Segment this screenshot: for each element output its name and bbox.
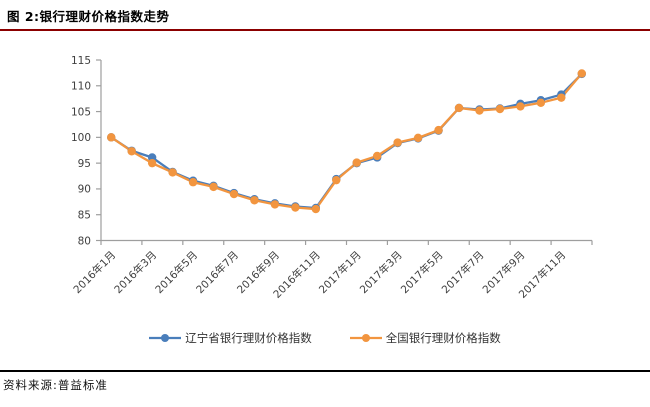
- figure-title: 图 2:银行理财价格指数走势: [7, 9, 170, 24]
- svg-text:2017年7月: 2017年7月: [439, 248, 487, 296]
- legend-label-national: 全国银行理财价格指数: [385, 331, 501, 345]
- legend-marker-national: [349, 334, 382, 342]
- legend-entry-liaoning[interactable]: 辽宁省银行理财价格指数: [149, 330, 312, 346]
- svg-text:115: 115: [71, 55, 91, 67]
- series-line-0: [110, 72, 583, 210]
- svg-text:2016年1月: 2016年1月: [71, 248, 119, 296]
- legend-label-liaoning: 辽宁省银行理财价格指数: [185, 331, 312, 345]
- axes: 80 85 90 95 100 105 110 115: [71, 55, 593, 247]
- svg-text:110: 110: [71, 81, 91, 93]
- svg-text:2017年1月: 2017年1月: [316, 248, 364, 296]
- data-source-note: 资料来源:普益标准: [3, 378, 108, 392]
- svg-text:100: 100: [71, 132, 91, 144]
- svg-text:2016年7月: 2016年7月: [193, 248, 241, 296]
- line-chart: 80 85 90 95 100 105 110 115 2016年1月2016年3月2016年5…: [71, 55, 593, 301]
- svg-text:2016年3月: 2016年3月: [112, 248, 160, 296]
- svg-text:2017年5月: 2017年5月: [398, 248, 446, 296]
- footer-divider: [0, 370, 650, 372]
- series-line-1: [110, 72, 583, 211]
- series-markers-1: [107, 69, 586, 214]
- svg-text:90: 90: [78, 184, 91, 196]
- series-markers-0: [107, 69, 586, 213]
- svg-text:80: 80: [78, 235, 91, 247]
- title-divider: [0, 29, 650, 31]
- svg-text:85: 85: [78, 210, 91, 222]
- svg-text:105: 105: [71, 106, 91, 118]
- legend-entry-national[interactable]: 全国银行理财价格指数: [349, 330, 501, 346]
- chart-legend: 辽宁省银行理财价格指数 全国银行理财价格指数: [0, 330, 650, 346]
- x-axis-labels: 2016年1月2016年3月2016年5月2016年7月2016年9月2016年…: [71, 248, 569, 300]
- legend-marker-liaoning: [149, 334, 182, 342]
- svg-text:95: 95: [78, 158, 91, 170]
- svg-text:2017年3月: 2017年3月: [357, 248, 405, 296]
- svg-text:2016年5月: 2016年5月: [153, 248, 201, 296]
